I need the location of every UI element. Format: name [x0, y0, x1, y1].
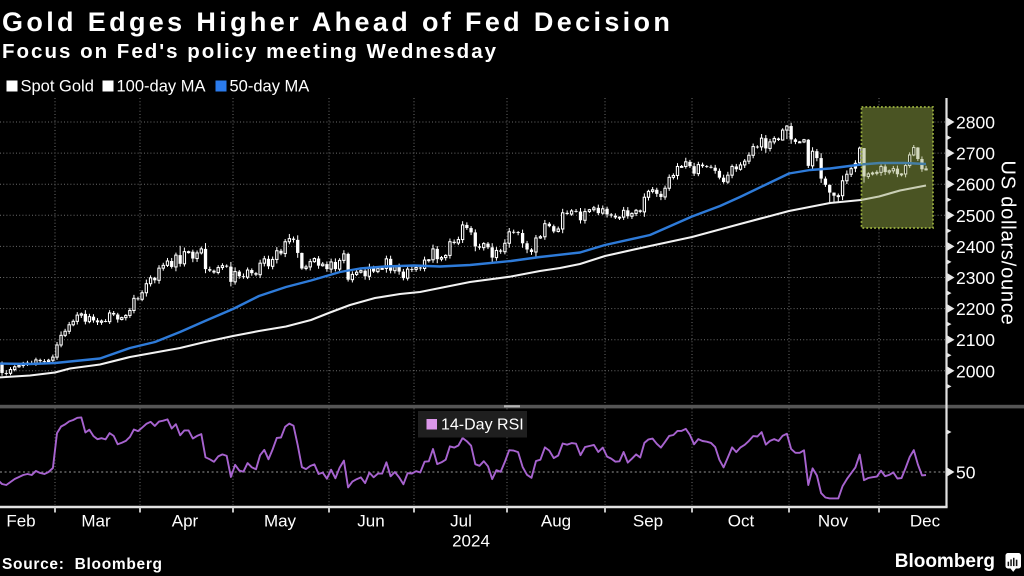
- svg-text:2400: 2400: [956, 237, 995, 257]
- svg-text:Sep: Sep: [633, 512, 663, 531]
- svg-text:US dollars/ounce: US dollars/ounce: [997, 160, 1019, 325]
- svg-text:Apr: Apr: [172, 512, 199, 531]
- svg-text:Jun: Jun: [357, 512, 384, 531]
- svg-text:Nov: Nov: [818, 512, 849, 531]
- svg-text:Jul: Jul: [450, 512, 472, 531]
- svg-text:Aug: Aug: [541, 512, 571, 531]
- svg-text:Focus on Fed's policy meeting: Focus on Fed's policy meeting Wednesday: [2, 40, 498, 63]
- svg-text:14-Day RSI: 14-Day RSI: [441, 417, 524, 434]
- svg-text:Mar: Mar: [81, 512, 111, 531]
- svg-text:2024: 2024: [452, 532, 490, 551]
- svg-text:2600: 2600: [956, 175, 995, 195]
- svg-text:50: 50: [956, 463, 976, 483]
- svg-text:2500: 2500: [956, 206, 995, 226]
- svg-text:Spot Gold: Spot Gold: [21, 78, 94, 96]
- svg-text:Gold Edges Higher Ahead of Fed: Gold Edges Higher Ahead of Fed Decision: [2, 7, 673, 37]
- svg-text:100-day MA: 100-day MA: [117, 78, 206, 96]
- svg-text:Bloomberg: Bloomberg: [895, 551, 995, 572]
- svg-text:May: May: [264, 512, 297, 531]
- svg-text:Dec: Dec: [910, 512, 941, 531]
- svg-text:2000: 2000: [956, 361, 995, 381]
- svg-text:2100: 2100: [956, 330, 995, 350]
- svg-text:2200: 2200: [956, 299, 995, 319]
- svg-text:50-day MA: 50-day MA: [230, 78, 310, 96]
- svg-text:2700: 2700: [956, 144, 995, 164]
- svg-text:Source: Bloomberg: Source: Bloomberg: [2, 556, 163, 573]
- svg-text:2300: 2300: [956, 268, 995, 288]
- svg-text:Oct: Oct: [728, 512, 755, 531]
- svg-text:2800: 2800: [956, 113, 995, 133]
- svg-text:Feb: Feb: [6, 512, 35, 531]
